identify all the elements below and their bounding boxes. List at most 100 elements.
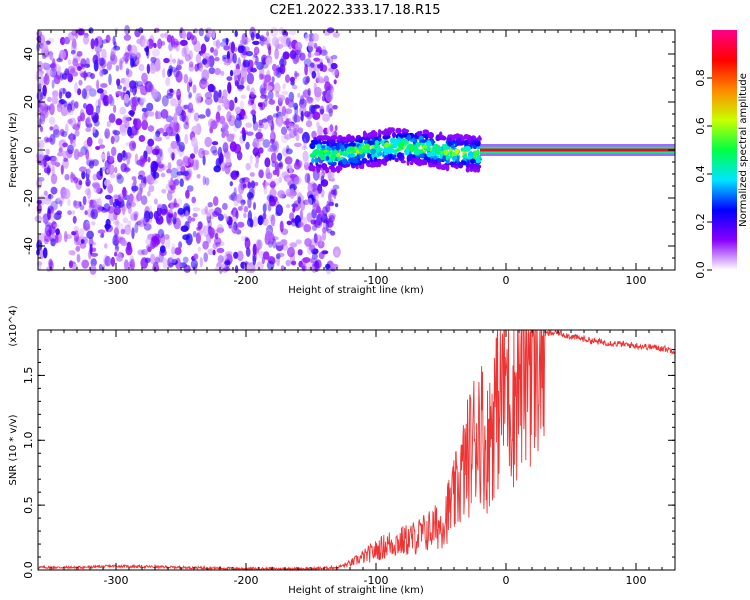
noise-cell <box>222 202 228 211</box>
noise-cell <box>262 203 267 213</box>
noise-cell <box>73 176 79 184</box>
noise-cell <box>39 249 45 260</box>
noise-cell <box>43 196 52 205</box>
noise-cell <box>182 155 190 164</box>
noise-cell <box>62 188 71 200</box>
noise-cell <box>304 33 310 42</box>
noise-cell <box>149 64 156 74</box>
noise-cell <box>314 219 323 229</box>
signal-cell <box>454 148 460 154</box>
noise-cell <box>277 115 283 128</box>
noise-cell <box>288 41 292 50</box>
noise-cell <box>190 259 198 270</box>
noise-cell <box>174 103 183 116</box>
noise-cell <box>76 50 83 57</box>
noise-cell <box>98 138 103 145</box>
signal-cell <box>392 141 398 149</box>
noise-cell <box>43 190 48 196</box>
noise-cell <box>136 80 144 87</box>
noise-cell <box>70 173 76 180</box>
signal-cell <box>409 161 414 165</box>
noise-cell <box>327 103 334 114</box>
noise-cell <box>50 238 56 247</box>
signal-cell <box>432 145 436 152</box>
y-tick-label: 0 <box>22 147 35 154</box>
noise-cell <box>148 211 154 220</box>
noise-cell <box>123 86 127 92</box>
noise-cell <box>104 255 112 267</box>
noise-cell <box>302 76 309 85</box>
y-tick-label: 40 <box>22 47 35 61</box>
signal-cell <box>416 131 422 137</box>
noise-cell <box>92 173 98 181</box>
noise-cell <box>285 74 290 83</box>
signal-cell <box>355 165 359 170</box>
noise-cell <box>146 63 151 74</box>
signal-cell <box>436 149 441 156</box>
noise-cell <box>326 220 334 228</box>
noise-cell <box>288 159 292 164</box>
noise-cell <box>60 72 64 81</box>
noise-cell <box>117 152 123 163</box>
noise-cell <box>99 167 103 177</box>
noise-cell <box>288 29 297 36</box>
noise-cell <box>132 85 137 96</box>
signal-cell <box>330 154 337 159</box>
signal-cell <box>422 129 429 135</box>
signal-cell <box>315 162 319 166</box>
noise-cell <box>258 119 263 126</box>
noise-cell <box>122 150 126 158</box>
noise-cell <box>110 146 117 157</box>
noise-cell <box>245 141 250 150</box>
noise-cell <box>254 248 260 254</box>
noise-cell <box>188 76 193 83</box>
noise-cell <box>166 168 172 174</box>
noise-cell <box>304 238 312 247</box>
noise-cell <box>255 239 261 251</box>
chart-title: C2E1.2022.333.17.18.R15 <box>269 3 440 18</box>
signal-cell <box>447 137 452 142</box>
noise-cell <box>156 157 162 165</box>
noise-cell <box>43 160 47 168</box>
signal-cell <box>316 166 321 173</box>
noise-cell <box>137 190 142 201</box>
spectrogram-image <box>34 24 675 276</box>
noise-cell <box>237 84 245 90</box>
signal-cell <box>311 157 315 164</box>
colorbar: 0.0 0.2 0.4 0.6 0.8 Normalized spectral ampl… <box>694 30 749 279</box>
x-tick-label: -200 <box>234 574 259 587</box>
noise-cell <box>159 245 166 254</box>
noise-cell <box>61 130 68 138</box>
noise-cell <box>270 26 278 37</box>
noise-cell <box>280 126 288 135</box>
noise-cell <box>212 249 216 256</box>
noise-cell <box>257 102 263 108</box>
noise-cell <box>124 119 130 129</box>
noise-cell <box>117 193 124 202</box>
noise-cell <box>255 32 260 40</box>
noise-cell <box>114 27 119 35</box>
noise-cell <box>63 157 69 162</box>
signal-cell <box>400 160 406 164</box>
noise-cell <box>275 241 284 246</box>
noise-cell <box>49 103 55 116</box>
y-tick-label: 1.0 <box>22 432 35 450</box>
noise-cell <box>262 139 271 148</box>
noise-cell <box>268 99 276 105</box>
noise-cell <box>232 53 237 64</box>
noise-cell <box>174 149 179 155</box>
noise-cell <box>330 230 336 236</box>
noise-cell <box>88 204 96 210</box>
noise-cell <box>40 40 48 51</box>
noise-cell <box>217 213 224 221</box>
noise-cell <box>166 211 172 224</box>
noise-cell <box>293 113 298 124</box>
noise-cell <box>120 228 126 235</box>
noise-cell <box>85 148 90 161</box>
noise-cell <box>70 68 76 75</box>
noise-cell <box>282 244 289 251</box>
signal-cell <box>325 135 330 141</box>
noise-cell <box>178 241 183 249</box>
noise-cell <box>138 135 146 142</box>
signal-cell <box>366 132 373 138</box>
